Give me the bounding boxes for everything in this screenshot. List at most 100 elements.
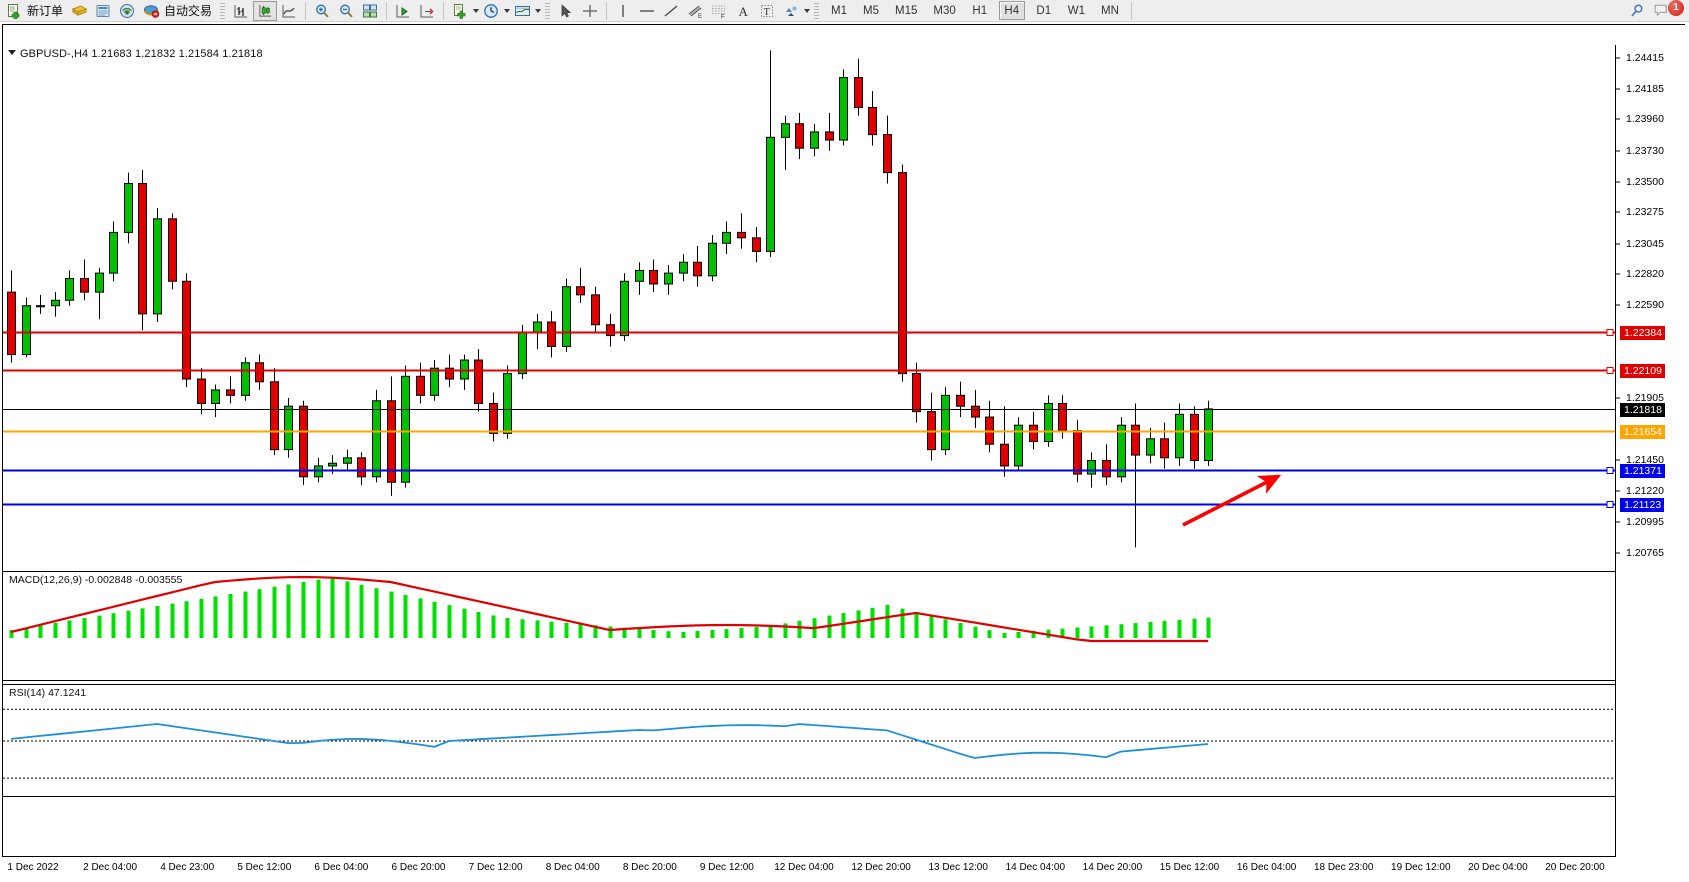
price-pane[interactable] — [3, 45, 1615, 561]
price-scale-label: 1.22820 — [1626, 268, 1664, 281]
time-axis-label: 15 Dec 12:00 — [1159, 862, 1220, 873]
zoom-out-icon[interactable] — [334, 1, 358, 21]
bar-chart-icon[interactable] — [229, 1, 253, 21]
timeframe-w1[interactable]: W1 — [1067, 4, 1086, 17]
rsi-pane[interactable]: RSI(14) 47.1241 — [3, 684, 1615, 797]
macd-plot — [9, 575, 1211, 643]
time-axis-label: 14 Dec 20:00 — [1082, 862, 1143, 873]
chevron-down-icon[interactable] — [804, 8, 811, 13]
period-icon[interactable] — [479, 1, 503, 21]
new-order-label[interactable]: 新订单 — [27, 4, 64, 18]
vertical-line-icon[interactable] — [611, 1, 635, 21]
time-axis-label: 8 Dec 04:00 — [545, 862, 600, 873]
line-chart-icon[interactable] — [277, 1, 301, 21]
chart-menu-caret-icon[interactable] — [8, 50, 16, 55]
price-scale-tick — [1616, 273, 1620, 275]
search-icon[interactable] — [1625, 1, 1649, 21]
autotrading-label[interactable]: 自动交易 — [164, 4, 213, 18]
time-axis-label: 12 Dec 04:00 — [774, 862, 834, 873]
timeframe-mn[interactable]: MN — [1101, 4, 1119, 17]
timeframe-m30[interactable]: M30 — [933, 4, 956, 17]
chart-border — [2, 24, 1685, 857]
trendline-icon[interactable] — [659, 1, 683, 21]
chevron-down-icon[interactable] — [473, 8, 480, 13]
time-axis-label: 16 Dec 04:00 — [1236, 862, 1297, 873]
toolbar-separator — [1130, 1, 1132, 20]
wallet-icon[interactable] — [67, 1, 91, 21]
signals-icon[interactable] — [115, 1, 139, 21]
tile-windows-icon[interactable] — [358, 1, 382, 21]
chart-window[interactable]: GBPUSD-,H4 1.21683 1.21832 1.21584 1.218… — [0, 22, 1689, 882]
timeframe-m15[interactable]: M15 — [895, 4, 918, 17]
templates-icon[interactable] — [510, 1, 534, 21]
pointer-icon[interactable] — [554, 1, 578, 21]
price-tag-resistance[interactable]: 1.22384 — [1620, 326, 1665, 341]
candlestick-chart-icon[interactable] — [253, 0, 278, 21]
svg-text:E: E — [698, 14, 702, 19]
new-order-icon[interactable] — [2, 1, 26, 21]
rsi-label: RSI(14) 47.1241 — [9, 687, 87, 699]
price-scale-tick — [1616, 150, 1620, 152]
svg-text:T: T — [764, 7, 770, 18]
label-icon[interactable]: T — [755, 1, 779, 21]
macd-label: MACD(12,26,9) -0.002848 -0.003555 — [9, 574, 183, 586]
price-tag-resistance[interactable]: 1.22109 — [1620, 363, 1665, 378]
toolbar-grip[interactable] — [813, 1, 821, 20]
time-axis-label: 7 Dec 12:00 — [468, 862, 523, 873]
time-axis-label: 4 Dec 23:00 — [160, 862, 215, 873]
time-axis-label: 20 Dec 20:00 — [1545, 862, 1605, 873]
price-scale-label: 1.20765 — [1626, 547, 1664, 560]
fibonacci-icon[interactable]: F — [707, 1, 731, 21]
zoom-in-icon[interactable] — [310, 1, 334, 21]
chevron-down-icon[interactable] — [535, 8, 542, 13]
time-axis-label: 5 Dec 12:00 — [237, 862, 292, 873]
expert-advisor-icon[interactable] — [139, 1, 163, 21]
timeframe-d1[interactable]: D1 — [1036, 4, 1052, 17]
shapes-icon[interactable] — [779, 1, 803, 21]
price-scale-tick — [1616, 521, 1620, 523]
equidistant-channel-icon[interactable]: E — [683, 1, 707, 21]
price-scale-tick — [1616, 397, 1620, 399]
price-scale-tick — [1616, 118, 1620, 120]
time-axis: 1 Dec 2022 2 Dec 04:00 4 Dec 23:00 5 Dec 12… — [3, 858, 1615, 882]
crosshair-icon[interactable] — [578, 1, 602, 21]
price-scale-label: 1.22590 — [1626, 299, 1664, 312]
time-axis-label: 19 Dec 12:00 — [1391, 862, 1451, 873]
main-toolbar: 新订单 自动交易 — [0, 0, 1689, 22]
price-scale-label: 1.23960 — [1626, 113, 1664, 126]
price-scale-tick — [1616, 304, 1620, 306]
timeframe-h1[interactable]: H1 — [972, 4, 988, 17]
timeframe-h4[interactable]: H4 — [998, 1, 1025, 20]
timeframe-m5[interactable]: M5 — [863, 4, 880, 17]
horizontal-line-icon[interactable] — [635, 1, 659, 21]
toolbar-separator — [305, 1, 307, 20]
chart-shift-icon[interactable] — [415, 1, 439, 21]
chevron-down-icon[interactable] — [504, 8, 511, 13]
rsi-plot — [3, 708, 1615, 779]
price-scale-tick — [1616, 88, 1620, 90]
time-axis-label: 18 Dec 23:00 — [1313, 862, 1374, 873]
macd-pane[interactable]: MACD(12,26,9) -0.002848 -0.003555 — [3, 571, 1615, 681]
price-tag-support[interactable]: 1.21371 — [1620, 463, 1665, 478]
timeframe-m1[interactable]: M1 — [831, 4, 848, 17]
price-scale-tick — [1616, 459, 1620, 461]
price-scale-label: 1.23500 — [1626, 175, 1664, 188]
toolbar-grip[interactable] — [544, 1, 552, 20]
price-scale-label: 1.20995 — [1626, 515, 1664, 528]
terminal-icon[interactable] — [91, 1, 115, 21]
price-scale[interactable]: 1.24415 1.24185 1.23960 1.23730 1.23500 1.232… — [1615, 45, 1689, 857]
time-axis-label: 6 Dec 20:00 — [391, 862, 446, 873]
price-scale-tick — [1616, 211, 1620, 213]
price-tag-current-price[interactable]: 1.21818 — [1620, 403, 1665, 418]
toolbar-grip[interactable] — [219, 1, 227, 20]
price-scale-tick — [1616, 490, 1620, 492]
time-axis-label: 20 Dec 04:00 — [1468, 862, 1528, 873]
time-axis-label: 8 Dec 20:00 — [622, 862, 677, 873]
price-tag-pivot[interactable]: 1.21654 — [1620, 425, 1665, 440]
toolbar-separator — [443, 1, 445, 20]
auto-scroll-icon[interactable] — [391, 1, 415, 21]
text-icon[interactable]: A — [731, 1, 755, 21]
notification-icon[interactable]: 1 — [1653, 0, 1684, 21]
add-indicator-icon[interactable] — [448, 1, 472, 21]
price-tag-support[interactable]: 1.21123 — [1620, 497, 1665, 512]
